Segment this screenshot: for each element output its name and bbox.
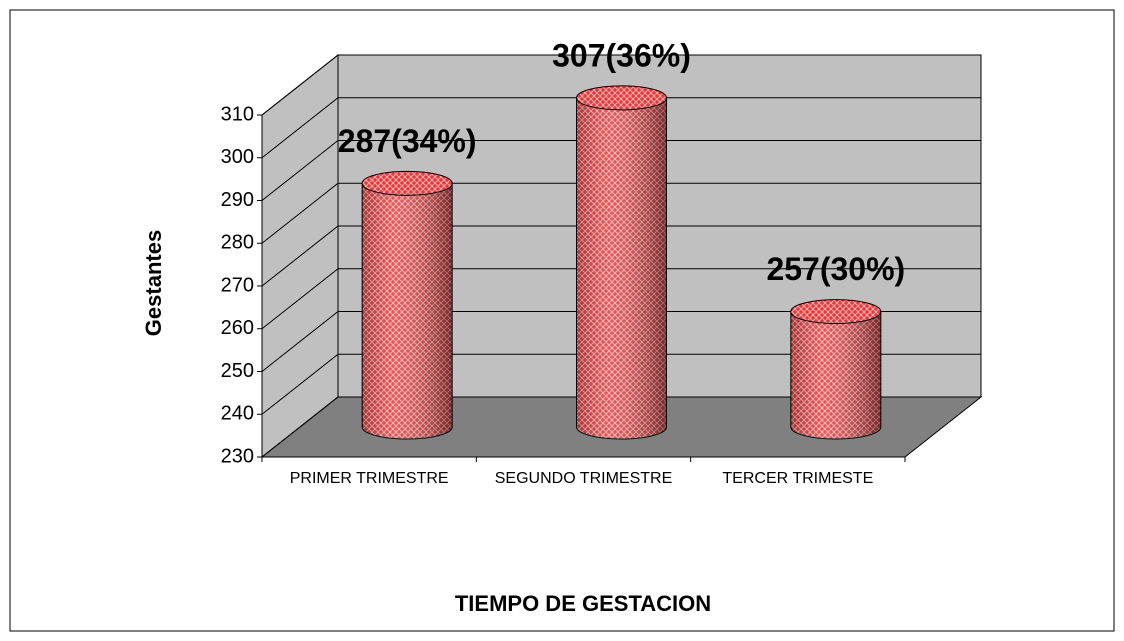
y-tick-label: 310 (221, 103, 254, 125)
y-tick-label: 250 (221, 360, 254, 382)
y-tick-label: 280 (221, 232, 254, 254)
y-tick-label: 240 (221, 403, 254, 425)
cylinder-shade (576, 97, 667, 440)
grid-line (261, 97, 981, 159)
value-label: 257(30%) (766, 251, 905, 287)
grid-line (261, 140, 981, 201)
cylinder-shade (790, 311, 881, 440)
grid-line (261, 54, 981, 116)
y-axis-title: Gestantes (141, 230, 166, 336)
cylinder-top (361, 170, 453, 196)
cylinder-top (790, 299, 882, 325)
cylinder-top (576, 85, 667, 111)
grid-line (261, 268, 981, 330)
grid-line (261, 182, 981, 244)
x-axis-title: TIEMPO DE GESTACION (455, 591, 711, 616)
y-tick-label: 270 (221, 274, 254, 296)
y-tick-label: 300 (221, 146, 254, 168)
x-tick-label: TERCER TRIMESTE (722, 470, 873, 487)
grid-line (261, 225, 981, 287)
grid-line (261, 311, 981, 372)
value-label: 307(36%) (552, 37, 691, 73)
x-tick-label: SEGUNDO TRIMESTRE (495, 470, 673, 487)
cylinder-shade (362, 183, 453, 440)
y-tick-label: 230 (221, 445, 254, 467)
x-tick-label: PRIMER TRIMESTRE (290, 470, 449, 487)
y-tick-label: 260 (221, 317, 254, 339)
y-tick-label: 290 (221, 189, 254, 211)
value-label: 287(34%) (338, 123, 477, 159)
grid-line (261, 396, 981, 458)
grid-line (261, 353, 981, 415)
